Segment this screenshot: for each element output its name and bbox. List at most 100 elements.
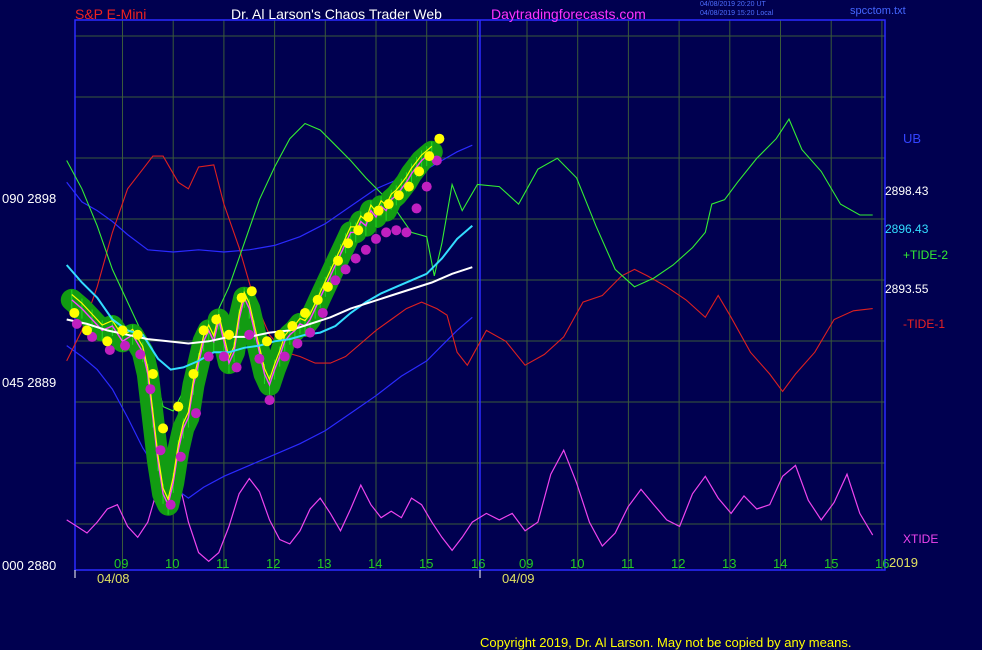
magenta-dot (71, 318, 82, 329)
magenta-dot (381, 227, 392, 238)
yellow-dot (343, 238, 354, 249)
data-file-name: spcctom.txt (850, 5, 906, 17)
x-hour-label: 14 (368, 556, 383, 571)
yellow-dot (322, 281, 333, 292)
y-tick-label: 090 2898 (2, 191, 57, 206)
x-hour-label: 12 (266, 556, 281, 571)
yellow-dot (117, 325, 128, 336)
magenta-dot (292, 338, 303, 349)
yellow-dot (261, 336, 272, 347)
magenta-dot (218, 351, 229, 362)
yellow-dot (147, 368, 158, 379)
yellow-dot (403, 181, 414, 192)
tide2-label: +TIDE-2 (903, 248, 949, 262)
magenta-dot (135, 349, 146, 360)
x-hour-label: 12 (671, 556, 686, 571)
magenta-dot (340, 264, 351, 275)
yellow-dot (82, 325, 93, 336)
site-link[interactable]: Daytradingforecasts.com (491, 6, 646, 22)
x-hour-label: 09 (519, 556, 534, 571)
y-tick-label: 045 2889 (2, 375, 57, 390)
tide1-label: -TIDE-1 (903, 317, 945, 331)
magenta-dot (317, 307, 328, 318)
yellow-dot (383, 199, 394, 210)
x-hour-label: 13 (722, 556, 737, 571)
x-hour-label: 09 (114, 556, 129, 571)
magenta-dot (231, 362, 242, 373)
magenta-dot (401, 227, 412, 238)
yellow-dot (223, 329, 234, 340)
yellow-dot (373, 205, 384, 216)
yellow-dot (332, 255, 343, 266)
timestamp-local: 04/08/2019 15:20 Local (700, 10, 774, 17)
magenta-dot (120, 340, 131, 351)
yellow-dot (353, 225, 364, 236)
magenta-dot (165, 499, 176, 510)
yellow-dot (69, 307, 80, 318)
x-hour-label: 13 (317, 556, 332, 571)
magenta-dot (305, 327, 316, 338)
x-hour-label: 10 (165, 556, 180, 571)
yellow-dot (393, 190, 404, 201)
ub-label: UB (903, 131, 922, 146)
yellow-dot (414, 166, 425, 177)
year-label: 2019 (889, 555, 918, 570)
cyan-value-label: 2896.43 (885, 222, 929, 236)
magenta-dot (244, 329, 255, 340)
xtide-label: XTIDE (903, 532, 939, 546)
magenta-dot (391, 225, 402, 236)
y-tick-label: 000 2880 (2, 558, 57, 573)
magenta-dot (191, 408, 202, 419)
yellow-dot (312, 294, 323, 305)
magenta-dot (360, 244, 371, 255)
x-hour-label: 16 (875, 556, 890, 571)
magenta-dot (350, 253, 361, 264)
yellow-dot (158, 423, 169, 434)
tide1-series-line (66, 155, 873, 393)
white-value-label: 2893.55 (885, 282, 929, 296)
date-label: 04/08 (97, 571, 130, 586)
magenta-dot (104, 345, 115, 355)
yellow-dot (188, 368, 199, 379)
magenta-dot (330, 275, 341, 286)
brand-title: Dr. Al Larson's Chaos Trader Web (231, 6, 442, 22)
yellow-dot (274, 329, 285, 340)
yellow-dot (363, 212, 374, 223)
yellow-dot (102, 336, 113, 347)
x-hour-label: 11 (621, 556, 635, 571)
x-hour-label: 10 (570, 556, 585, 571)
magenta-dot (203, 351, 214, 362)
day-ticks (74, 570, 481, 578)
magenta-dot (264, 395, 275, 406)
magenta-dot (155, 445, 166, 456)
yellow-dot (287, 321, 298, 332)
x-hour-label: 14 (773, 556, 788, 571)
yellow-dot (132, 329, 143, 340)
magenta-dot (421, 181, 432, 192)
x-hour-label: 15 (419, 556, 434, 571)
date-label: 04/09 (502, 571, 535, 586)
x-hour-label: 15 (824, 556, 839, 571)
copyright-notice: Copyright 2019, Dr. Al Larson. May not b… (480, 635, 852, 650)
x-hour-label: 11 (216, 556, 230, 571)
yellow-dot (236, 292, 247, 303)
instrument-title: S&P E-Mini (75, 6, 147, 22)
yellow-dot (424, 151, 435, 162)
magenta-dot (431, 155, 442, 166)
x-hour-label: 16 (471, 556, 486, 571)
yellow-dot (246, 286, 257, 297)
magenta-dot (411, 203, 422, 214)
magenta-dot (175, 451, 186, 462)
magenta-dot (254, 353, 265, 364)
xtide-layer (66, 448, 874, 563)
timestamp-ut: 04/08/2019 20:20 UT (700, 1, 766, 8)
magenta-dot (279, 351, 290, 362)
yellow-dot (300, 307, 311, 318)
yellow-dot (434, 133, 445, 144)
yellow-dot (211, 314, 222, 325)
yellow-dot (173, 401, 184, 412)
price-high-label: 2898.43 (885, 184, 929, 198)
magenta-dot (145, 384, 156, 395)
xtide-series-line (66, 448, 874, 563)
